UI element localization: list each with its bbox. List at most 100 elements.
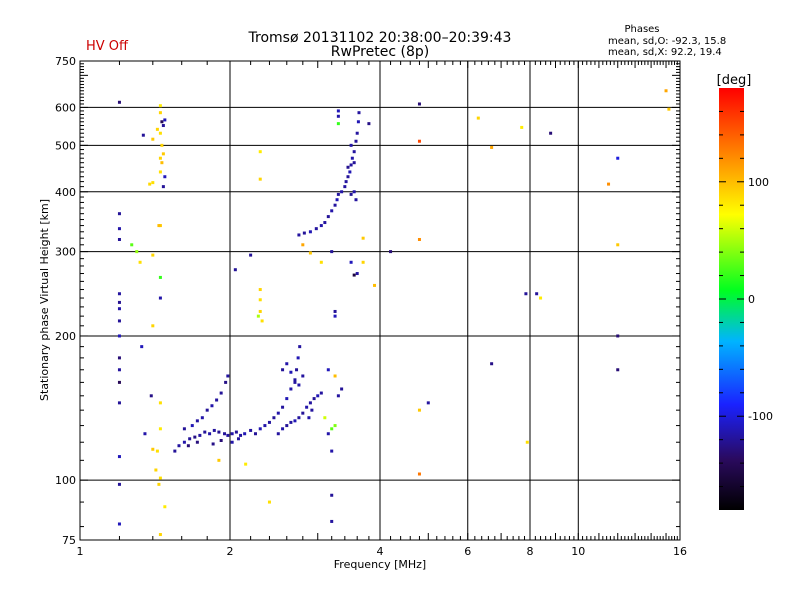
data-point: [330, 209, 334, 213]
data-point: [352, 273, 356, 277]
data-point: [336, 192, 340, 196]
data-point: [234, 430, 238, 434]
data-point: [352, 161, 356, 165]
data-point: [319, 391, 323, 395]
y-tick-label: 75: [62, 534, 76, 547]
data-point: [326, 368, 330, 372]
data-point: [298, 345, 302, 349]
data-point: [346, 175, 350, 179]
data-point: [217, 430, 221, 434]
data-point: [217, 458, 221, 462]
data-point: [357, 111, 361, 115]
data-point: [258, 150, 262, 154]
data-point: [158, 401, 162, 405]
data-point: [349, 143, 353, 147]
data-point: [373, 283, 377, 287]
data-point: [226, 433, 230, 437]
data-point: [155, 127, 159, 131]
data-point: [297, 383, 301, 387]
data-point: [289, 387, 293, 391]
data-point: [367, 122, 371, 126]
data-point: [151, 181, 155, 185]
data-point: [323, 221, 327, 225]
data-point: [336, 122, 340, 126]
data-point: [355, 131, 359, 135]
data-point: [158, 533, 162, 537]
data-point: [417, 237, 421, 241]
x-tick-label: 4: [377, 545, 384, 558]
y-tick-label: 300: [55, 246, 76, 259]
data-point: [224, 380, 228, 384]
data-point: [355, 272, 359, 276]
data-point: [356, 120, 360, 124]
data-point: [258, 309, 262, 313]
data-point: [223, 432, 227, 436]
data-point: [354, 139, 358, 143]
data-point: [549, 131, 553, 135]
data-point: [158, 427, 162, 431]
data-point: [326, 432, 330, 436]
data-point: [186, 444, 190, 448]
data-point: [314, 227, 318, 231]
y-axis-label: Stationary phase Virtual Height [km]: [38, 199, 51, 401]
plot-frame: [79, 60, 681, 541]
data-point: [616, 334, 620, 338]
data-point: [182, 440, 186, 444]
data-point: [177, 444, 181, 448]
data-point: [301, 243, 305, 247]
x-tick-label: 1: [77, 545, 84, 558]
data-point: [539, 296, 543, 300]
data-point: [230, 440, 234, 444]
y-tick-label: 400: [55, 186, 76, 199]
data-point: [490, 362, 494, 366]
data-point: [330, 493, 334, 497]
data-point: [141, 133, 145, 137]
y-tick-label: 100: [55, 474, 76, 487]
colorbar-ticks: 100 0 -100: [719, 110, 773, 488]
colorbar-label: [deg]: [717, 73, 752, 88]
data-point: [210, 404, 214, 408]
data-point: [312, 397, 316, 401]
stats-o-mode: mean, sd,O: -92.3, 15.8: [608, 36, 726, 47]
data-point: [230, 432, 234, 436]
data-point: [212, 428, 216, 432]
data-point: [308, 251, 312, 255]
data-point: [333, 203, 337, 207]
data-point: [490, 145, 494, 149]
data-point: [117, 292, 121, 296]
data-point: [158, 104, 162, 108]
data-point: [151, 324, 155, 328]
x-tick-label: 16: [673, 545, 687, 558]
data-point: [157, 482, 161, 486]
data-point: [138, 260, 142, 264]
data-point: [333, 374, 337, 378]
data-point: [215, 398, 219, 402]
data-point: [182, 427, 186, 431]
stats-x-mode: mean, sd,X: 92.2, 19.4: [608, 47, 722, 58]
data-point: [163, 175, 167, 179]
data-point: [226, 374, 230, 378]
data-point: [352, 190, 356, 194]
data-point: [205, 408, 209, 412]
data-point: [305, 405, 309, 409]
data-point: [293, 419, 297, 423]
colorbar-tick-label: 0: [748, 293, 755, 306]
data-point: [163, 505, 167, 509]
data-point: [289, 370, 293, 374]
y-tick-label: 750: [55, 55, 76, 68]
data-point: [243, 432, 247, 436]
data-point: [148, 182, 152, 186]
data-point: [417, 408, 421, 412]
data-point: [535, 292, 539, 296]
data-point: [333, 314, 337, 318]
data-point: [302, 231, 306, 235]
data-point: [520, 125, 524, 129]
data-point: [117, 212, 121, 216]
data-point: [163, 118, 167, 122]
data-point: [158, 156, 162, 160]
data-point: [330, 449, 334, 453]
data-point: [258, 288, 262, 292]
data-point: [161, 185, 165, 189]
data-point: [319, 224, 323, 228]
data-point: [249, 428, 253, 432]
